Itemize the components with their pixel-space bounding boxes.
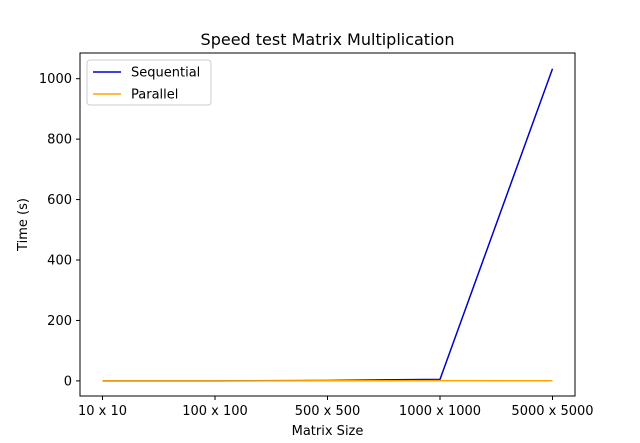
legend: Sequential Parallel bbox=[86, 59, 212, 106]
x-tick-label: 500 x 500 bbox=[295, 404, 361, 419]
y-tick-label: 1000 bbox=[39, 72, 72, 87]
y-axis-label: Time (s) bbox=[16, 198, 31, 252]
chart-title: Speed test Matrix Multiplication bbox=[201, 30, 455, 49]
legend-label-parallel: Parallel bbox=[131, 88, 178, 103]
x-axis-label: Matrix Size bbox=[292, 424, 364, 439]
y-tick-label: 800 bbox=[47, 133, 72, 148]
x-tick-label: 100 x 100 bbox=[182, 404, 248, 419]
y-tick-label: 600 bbox=[47, 193, 72, 208]
y-tick-label: 0 bbox=[64, 374, 72, 389]
x-tick-label: 5000 x 5000 bbox=[511, 404, 593, 419]
legend-label-sequential: Sequential bbox=[131, 66, 200, 81]
y-tick-label: 200 bbox=[47, 314, 72, 329]
series-line-sequential bbox=[102, 68, 554, 382]
plot-lines bbox=[102, 68, 554, 382]
x-tick-label: 1000 x 1000 bbox=[399, 404, 481, 419]
y-tick-label: 400 bbox=[47, 254, 72, 269]
x-axis: 10 x 10 100 x 100 500 x 500 1000 x 1000 5000… bbox=[78, 396, 594, 419]
y-axis: 0 200 400 600 800 1000 bbox=[39, 72, 80, 389]
x-tick-label: 10 x 10 bbox=[78, 404, 127, 419]
